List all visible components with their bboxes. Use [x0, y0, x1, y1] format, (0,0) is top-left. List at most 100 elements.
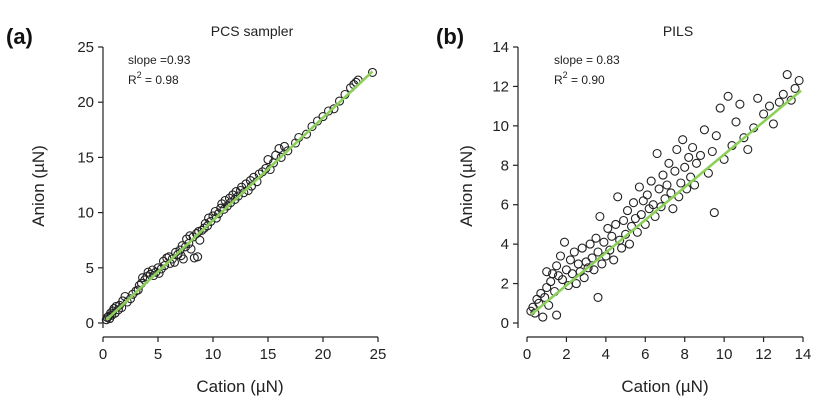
panel-b-data-point: [786, 95, 796, 105]
panel-b-data-point: [628, 198, 639, 208]
panel-b-data-point: [695, 150, 706, 160]
panel-b-data-point: [764, 101, 775, 111]
panel-b-data-point: [561, 265, 571, 275]
panel-b-y-tick-label: 10: [492, 118, 509, 135]
panel-b-title: PILS: [663, 23, 693, 39]
panel-b-data-point: [577, 243, 587, 253]
panel-b-y-tick-label: 6: [501, 197, 509, 214]
panel-b-x-tick-label: 8: [681, 346, 689, 363]
panel-b-x-tick-label: 14: [795, 346, 812, 363]
panel-a-y-tick-label: 0: [86, 315, 94, 332]
panel-b-x-tick-label: 10: [716, 346, 733, 363]
panel-b-data-point: [680, 162, 690, 172]
panel-a-data-point: [228, 190, 238, 200]
panel-b-data-point: [595, 211, 605, 222]
panel-b-data-point: [668, 204, 678, 214]
panel-b-data-point: [630, 213, 640, 224]
panel-a-fit-line: [105, 70, 374, 321]
panel-b-data-point: [739, 133, 749, 143]
panel-b-data-point: [715, 103, 725, 113]
panel-b-data-point: [658, 170, 668, 180]
panel-a-y-tick-label: 15: [77, 149, 94, 166]
panel-b-y-tick-label: 4: [501, 236, 509, 253]
panel-b-data-point: [774, 97, 784, 107]
panel-a-ticks: 0 5 10 15 20 25 0 5 10 15 20 25: [77, 39, 386, 363]
panel-b-data-point: [603, 223, 613, 233]
panel-a-data-point: [211, 213, 221, 223]
panel-b-data-point: [597, 259, 607, 269]
panel-b-data-point: [652, 148, 662, 159]
panel-b-data-point: [711, 131, 721, 141]
panel-b-data-point: [557, 275, 568, 285]
panel-b-data-point: [593, 292, 603, 302]
panel-b-points: [526, 70, 804, 322]
panel-b-data-point: [672, 144, 682, 155]
panel-b-data-point: [624, 239, 635, 249]
panel-b-data-point: [735, 99, 745, 109]
panel-a-data-point: [246, 181, 257, 191]
panel-a-data-point: [117, 302, 127, 313]
panel-b-data-point: [743, 144, 753, 155]
panel-b-y-tick-label: 0: [501, 315, 509, 332]
panel-b-data-point: [709, 208, 719, 218]
panel-b-data-point: [678, 135, 688, 145]
panel-b-data-point: [790, 83, 800, 93]
panel-b-data-point: [622, 206, 633, 216]
panel-a-data-point: [178, 254, 188, 264]
panel-b-data-point: [540, 292, 550, 302]
panel-a-x-title: Cation (µN): [196, 377, 283, 396]
panel-a-data-point: [219, 204, 229, 214]
panel-a-data-point: [301, 129, 312, 139]
panel-b-data-point: [571, 279, 581, 289]
panel-b-data-point: [530, 308, 540, 318]
panel-b-y-tick-label: 2: [501, 276, 509, 293]
panel-b-data-point: [573, 259, 583, 269]
panel-a-data-point: [213, 209, 224, 219]
panel-a-data-point: [122, 297, 132, 307]
panel-b-data-point: [607, 231, 617, 241]
panel-a-data-point: [125, 294, 136, 304]
panel-b-data-point: [542, 282, 552, 293]
panel-a-data-point: [186, 244, 196, 254]
panel-a: (a) PCS sampler slope =0.93 R2 = 0.98 0 5…: [6, 23, 386, 396]
panel-b-data-point: [690, 180, 700, 190]
panel-b-data-point: [634, 182, 644, 192]
panel-b-data-point: [548, 269, 558, 279]
panel-a-r2: R2 = 0.98: [128, 70, 179, 87]
panel-a-x-tick-label: 5: [154, 346, 162, 363]
panel-b-data-point: [609, 255, 619, 265]
panel-b-data-point: [670, 166, 680, 176]
panel-b-data-point: [684, 152, 694, 162]
panel-b-data-point: [662, 180, 672, 190]
panel-b-label: (b): [436, 24, 464, 49]
panel-a-data-point: [169, 257, 180, 267]
panel-b-data-point: [703, 168, 713, 178]
panel-a-data-point: [182, 234, 192, 244]
panel-b-data-point: [707, 146, 717, 157]
panel-b-data-point: [552, 261, 562, 271]
panel-b-data-point: [632, 227, 642, 237]
panel-a-data-point: [283, 146, 293, 156]
panel-b-data-point: [778, 89, 788, 99]
panel-a-x-tick-label: 20: [315, 346, 332, 363]
panel-a-data-point: [220, 195, 230, 206]
panel-b-slope: slope = 0.83: [554, 53, 620, 67]
panel-a-data-point: [312, 116, 323, 126]
panel-a-x-tick-label: 10: [205, 346, 222, 363]
panel-b-data-point: [656, 202, 666, 212]
panel-b-data-point: [593, 247, 603, 257]
panel-b-y-tick-label: 14: [492, 39, 509, 56]
panel-b-data-point: [617, 243, 627, 253]
panel-b-data-point: [611, 219, 621, 229]
panel-b-data-point: [587, 253, 597, 263]
panel-a-data-point: [274, 144, 284, 154]
panel-a-x-tick-label: 25: [370, 346, 387, 363]
panel-a-x-tick-label: 0: [99, 346, 107, 363]
panel-b-x-tick-label: 4: [602, 346, 610, 363]
panel-a-data-point: [138, 273, 148, 283]
panel-b-data-point: [699, 125, 709, 135]
panel-b-data-point: [613, 192, 623, 202]
panel-b-x-tick-label: 0: [523, 346, 531, 363]
panel-b-data-point: [638, 196, 648, 206]
